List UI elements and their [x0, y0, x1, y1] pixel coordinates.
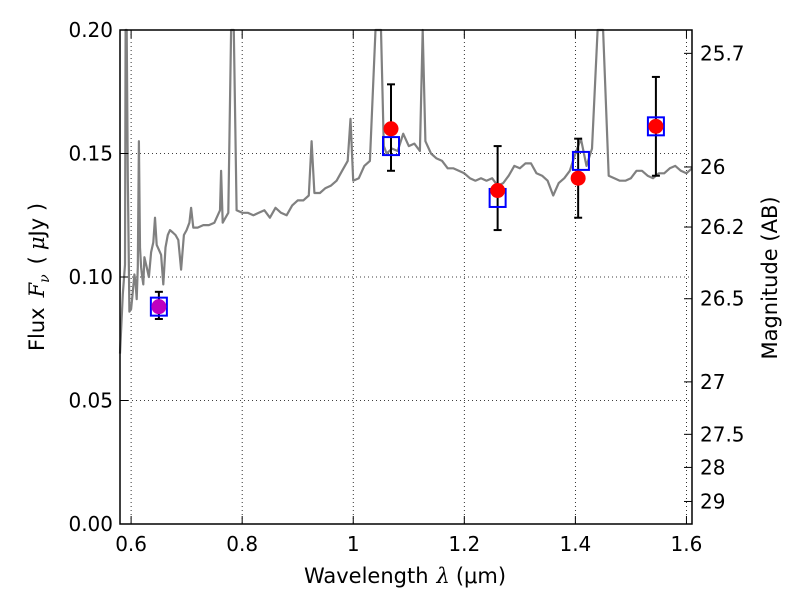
observed-photometry — [151, 118, 664, 315]
model-point — [149, 296, 168, 317]
y-tick-label: 0.00 — [68, 512, 113, 536]
x-tick-label: 1.2 — [448, 532, 480, 556]
model-point — [571, 150, 590, 171]
y-axis-label-symbol: F — [25, 281, 49, 298]
observed-point — [151, 299, 167, 315]
y2-tick-label: 26 — [700, 155, 725, 179]
x-axis-label-unit: (μm) — [456, 564, 506, 588]
y2-tick-label: 27.5 — [700, 422, 745, 446]
y-tick-label: 0.20 — [68, 18, 113, 42]
x-tick-label: 1 — [347, 532, 360, 556]
x-tick-label: 1.6 — [671, 532, 703, 556]
y2-tick-label: 28 — [700, 455, 725, 479]
y2-tick-label: 27 — [700, 370, 725, 394]
y2-tick-label: 25.7 — [700, 41, 745, 65]
x-tick-label: 0.8 — [226, 532, 258, 556]
y2-tick-label: 26.2 — [700, 215, 745, 239]
model-spectrum — [118, 28, 693, 354]
x-axis-label-text: Wavelength — [304, 564, 429, 588]
x-tick-label: 1.4 — [559, 532, 591, 556]
y-axis-label-unit-mu: μ — [25, 236, 49, 250]
x-axis-label-symbol: λ — [436, 564, 450, 588]
y-tick-label: 0.15 — [68, 142, 113, 166]
observed-point — [570, 170, 586, 186]
x-tick-label: 0.6 — [115, 532, 147, 556]
model-photometry — [149, 116, 665, 317]
observed-point — [648, 118, 664, 134]
secondary-y-axis-label: Magnitude (AB) — [758, 196, 782, 359]
grid-lines — [120, 30, 692, 524]
observed-point — [383, 121, 399, 137]
model-point — [382, 136, 401, 157]
y-axis-label-unit-rest: Jy ) — [25, 203, 49, 239]
y-tick-label: 0.10 — [68, 265, 113, 289]
observed-point — [490, 183, 506, 199]
model-point — [646, 116, 665, 137]
y-axis-label-text: Flux — [25, 307, 49, 351]
y2-tick-label: 29 — [700, 489, 725, 513]
axis-ticks: 0.6 0.8 1 1.2 1.4 1.6 0.00 0.05 0.10 0.15 0.20 25.7… — [68, 18, 744, 556]
y-axis-label: Flux Fν ( μJy ) — [25, 203, 53, 351]
y-tick-label: 0.05 — [68, 389, 113, 413]
y-axis-label-unit-open: ( — [25, 256, 49, 264]
x-axis-label: Wavelength λ (μm) — [304, 564, 506, 588]
y2-tick-label: 26.5 — [700, 287, 745, 311]
y-axis-label-subscript: ν — [37, 274, 53, 283]
spectrum-line — [118, 28, 693, 354]
